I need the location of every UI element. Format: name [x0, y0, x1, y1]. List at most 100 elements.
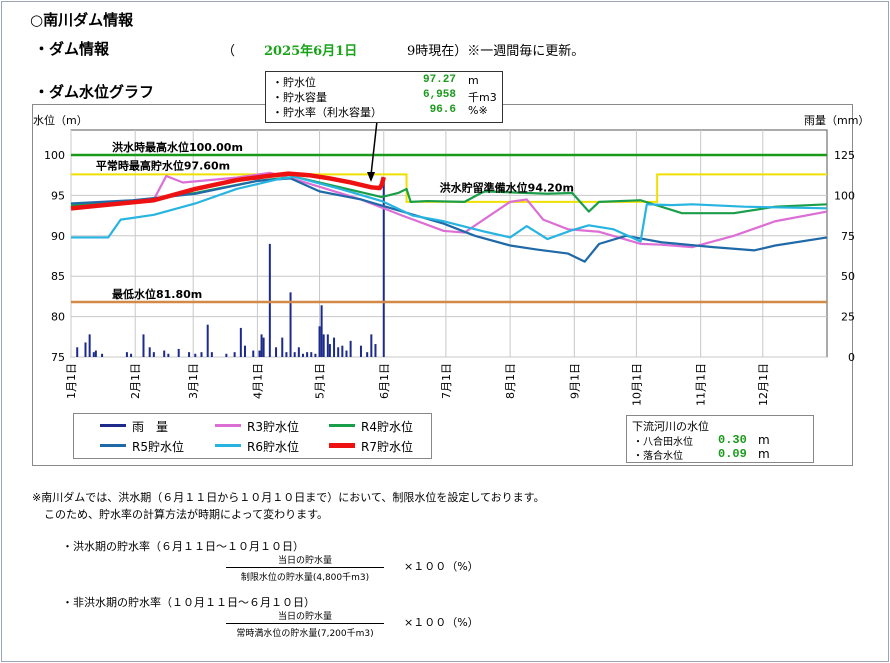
x-tick-label: 6月1日 [378, 363, 391, 399]
rain-bar [374, 344, 377, 357]
y-tick-label-right: 25 [841, 311, 855, 324]
callout-label: ・貯水位 [272, 76, 316, 89]
rain-bar [125, 352, 128, 357]
formula-denominator: 制限水位の貯水量(4,800千m3) [226, 567, 384, 583]
callout-unit: m [468, 74, 479, 87]
rain-bar [318, 326, 321, 357]
y-tick-label-left: 85 [51, 270, 65, 283]
callout-row-rate: ・貯水率（利水容量） 96.6 %※ [272, 104, 498, 119]
rain-bar [101, 353, 104, 357]
x-tick-label: 10月1日 [630, 363, 643, 406]
min-level-label: 最低水位81.80m [112, 287, 202, 301]
x-tick-label: 7月1日 [440, 363, 453, 399]
rain-bar [370, 334, 373, 357]
rain-bar [206, 324, 209, 357]
series-lines [70, 171, 828, 263]
x-tick-label: 11月1日 [695, 363, 708, 406]
legend-swatch [329, 443, 355, 448]
y-tick-label-right: 0 [848, 351, 855, 364]
rain-bar [167, 353, 170, 357]
callout-unit: 千m3 [468, 91, 497, 104]
legend-item-r3: R3貯水位 [215, 417, 325, 435]
y-tick-label-right: 50 [841, 270, 855, 283]
rain-bar [130, 353, 133, 357]
river-unit: m [758, 433, 770, 447]
limit-level-line [71, 173, 827, 203]
y-tick-label-left: 80 [51, 311, 65, 324]
legend-label: R5貯水位 [132, 440, 184, 454]
callout-value: 96.6 [429, 104, 456, 116]
rain-bar [252, 350, 255, 357]
nonflood-period-formula: 当日の貯水量 常時満水位の貯水量(7,200千m3) [226, 609, 384, 639]
rain-bar [194, 353, 197, 357]
legend-swatch [215, 424, 241, 427]
nonflood-period-label: ・非洪水期の貯水率（１０月１１日～６月１０日） [62, 596, 315, 609]
rain-bar [333, 337, 336, 357]
section-dam-info: ・ダム情報 [34, 40, 110, 58]
legend-label: 雨 量 [132, 420, 169, 434]
update-time-note: 9時現在）※一週間毎に更新。 [407, 44, 585, 59]
rain-bar [200, 352, 203, 357]
flood-period-formula: 当日の貯水量 制限水位の貯水量(4,800千m3) [226, 553, 384, 583]
x-tick-label: 3月1日 [187, 363, 200, 399]
flood-period-label: ・洪水期の貯水率（６月１１日～１０月１０日） [62, 540, 304, 553]
rain-bar [84, 342, 87, 357]
rain-bar [225, 353, 228, 357]
rain-bar [148, 347, 151, 357]
rain-bar [285, 352, 288, 357]
rain-bar [260, 334, 263, 357]
grid-lines [70, 130, 827, 358]
rain-bar [275, 347, 278, 357]
callout-label: ・貯水容量 [272, 91, 327, 104]
x-tick-label: 5月1日 [314, 363, 327, 399]
legend-label: R3貯水位 [247, 420, 299, 434]
formula-numerator: 当日の貯水量 [277, 612, 332, 622]
legend-swatch [329, 424, 355, 427]
rain-bar [268, 243, 271, 357]
legend-label: R6貯水位 [247, 440, 299, 454]
rain-bar [281, 337, 284, 357]
callout-arrow [367, 120, 378, 182]
rain-bar [328, 344, 331, 357]
rain-bar [210, 352, 213, 357]
rain-bar [94, 350, 97, 357]
rain-bar [326, 334, 329, 357]
rain-bar [320, 305, 323, 357]
rain-bar [359, 345, 362, 357]
x-tick-label: 9月1日 [568, 363, 581, 399]
rain-bar [233, 352, 236, 357]
page-title: ○南川ダム情報 [30, 11, 134, 29]
rain-bar [188, 352, 191, 357]
series-line-r5 [70, 177, 828, 263]
river-label: ・八合田水位 [633, 437, 693, 448]
river-value: 0.09 [718, 447, 747, 461]
reference-lines [71, 153, 827, 304]
formula-denominator: 常時満水位の貯水量(7,200千m3) [226, 623, 384, 639]
flood-prep-level-label: 洪水貯留準備水位94.20m [440, 180, 574, 194]
rain-bar [88, 334, 91, 357]
y-tick-label-right: 100 [834, 189, 855, 202]
y-tick-label-right: 75 [841, 230, 855, 243]
rain-bar [293, 352, 296, 357]
note-line-2: このため、貯水率の計算方法が時期によって変わります。 [44, 508, 329, 521]
formula-numerator: 当日の貯水量 [277, 556, 332, 566]
rain-bar [345, 350, 348, 357]
river-value: 0.30 [718, 433, 747, 447]
legend-item-r6: R6貯水位 [215, 437, 325, 455]
legend-item-r4: R4貯水位 [329, 417, 429, 435]
downstream-river-levels: 下流河川の水位 ・八合田水位 0.30 m ・落合水位 0.09 m [626, 415, 814, 463]
rain-bar [152, 352, 155, 357]
rain-bar [92, 352, 95, 357]
formula-multiplier: ×１００（%） [404, 560, 479, 573]
rain-bar [76, 347, 79, 357]
x-tick-label: 2月1日 [129, 363, 142, 399]
river-unit: m [758, 447, 770, 461]
y-tick-label-left: 95 [51, 189, 65, 202]
rain-bar [297, 347, 300, 357]
section-water-level-graph: ・ダム水位グラフ [34, 83, 155, 101]
note-line-1: ※南川ダムでは、洪水期（６月１１日から１０月１０日まで）において、制限水位を設定… [32, 491, 545, 504]
rain-bar [314, 353, 317, 357]
callout-label: ・貯水率（利水容量） [272, 106, 382, 119]
